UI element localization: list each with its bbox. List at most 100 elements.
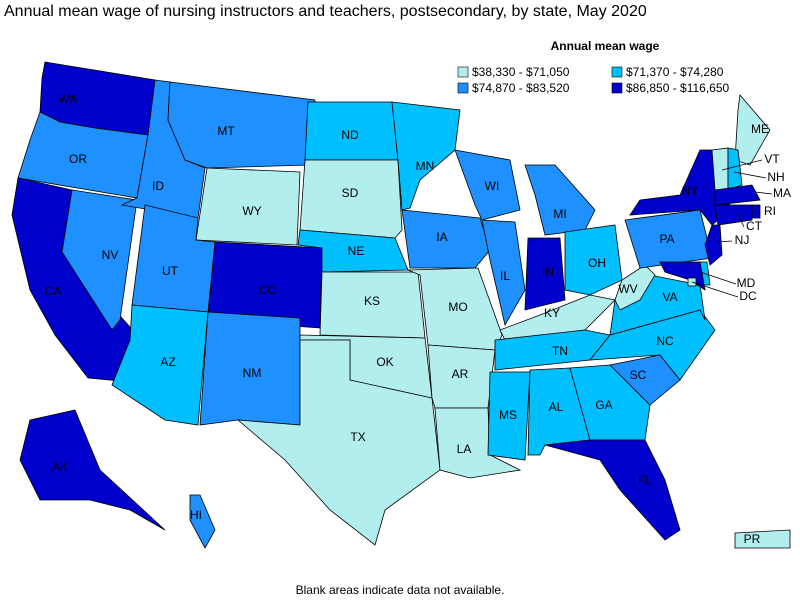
leader-line [691, 281, 739, 298]
state [564, 224, 623, 296]
state-label: WA [59, 92, 78, 106]
map-title: Annual mean wage of nursing instructors … [4, 3, 647, 20]
state [659, 261, 706, 291]
state [299, 159, 403, 239]
state-label: FL [638, 473, 652, 487]
state-label: MT [217, 124, 235, 138]
state-label: IL [500, 269, 510, 283]
state-label: VT [764, 152, 780, 166]
state-label: CO [259, 283, 277, 297]
state [195, 167, 301, 246]
state [167, 81, 316, 169]
state [434, 407, 522, 479]
states [11, 61, 791, 549]
state [714, 184, 761, 206]
state-label: RI [764, 204, 776, 218]
state [454, 149, 521, 221]
state-label: TX [350, 430, 365, 444]
legend-swatch [611, 82, 623, 94]
state-label: SD [342, 186, 359, 200]
state [189, 494, 216, 549]
state [569, 364, 651, 441]
leader-line [733, 171, 767, 179]
state-label: ID [152, 179, 164, 193]
legend-swatch [611, 66, 623, 78]
state-label: MA [773, 186, 791, 200]
state-label: CA [45, 284, 62, 298]
state [734, 529, 791, 549]
state [401, 209, 491, 269]
state [751, 204, 761, 219]
legend-label: $86,850 - $116,650 [626, 81, 730, 95]
state-label: KY [544, 306, 560, 320]
state [704, 224, 723, 266]
state-label: MD [737, 276, 756, 290]
state [236, 339, 441, 546]
state-labels: WA OR CA NV ID MT WY UT CO AZ NM ND SD NE KS OK TX MN IA MO… [45, 92, 791, 546]
state-label: AK [52, 460, 68, 474]
state [714, 204, 753, 226]
state-label: WV [618, 282, 637, 296]
state-label: MN [416, 159, 435, 173]
state [524, 237, 566, 311]
legend: $38,330 - $71,050 $71,370 - $74,280 $74,87… [457, 65, 730, 95]
state-label: SC [630, 368, 647, 382]
leader-line [754, 191, 773, 195]
leader-line [716, 240, 733, 243]
state-label: WI [485, 179, 500, 193]
state [524, 164, 596, 236]
state-label: LA [457, 442, 472, 456]
state-label: AR [452, 367, 469, 381]
state-label: NE [348, 244, 365, 258]
leader-line [737, 213, 745, 228]
legend-label: $71,370 - $74,280 [626, 65, 724, 79]
state [544, 439, 681, 541]
state [727, 147, 743, 191]
state-label: NY [682, 184, 699, 198]
state-label: MI [553, 207, 566, 221]
state [734, 94, 771, 166]
state-label: NJ [735, 233, 750, 247]
state-label: UT [162, 264, 179, 278]
state-label: KS [364, 294, 380, 308]
state-label: DC [739, 289, 757, 303]
state-label: AL [549, 400, 564, 414]
state [481, 219, 526, 327]
state-label: HI [190, 508, 202, 522]
state-label: MO [448, 300, 467, 314]
state-label: IA [436, 230, 447, 244]
legend-swatch [457, 82, 469, 94]
state [487, 371, 531, 461]
state-label: NV [102, 248, 119, 262]
state [614, 264, 656, 311]
legend-label: $74,870 - $83,520 [472, 81, 570, 95]
state [61, 189, 138, 331]
state-label: ME [751, 122, 769, 136]
state-label: CT [746, 219, 763, 233]
legend-title: Annual mean wage [551, 39, 660, 53]
legend-label: $38,330 - $71,050 [472, 65, 570, 79]
state-label: OK [376, 355, 393, 369]
state-label: OH [588, 256, 606, 270]
state-label: VA [662, 290, 677, 304]
state-label: TN [552, 344, 568, 358]
legend-swatch [457, 66, 469, 78]
state [19, 409, 166, 531]
footnote: Blank areas indicate data not available. [296, 583, 505, 597]
state-label: NC [656, 334, 674, 348]
state-label: IN [542, 265, 554, 279]
state-label: AZ [160, 355, 175, 369]
leader-line [721, 159, 763, 171]
state [391, 101, 461, 211]
state-label: MS [499, 408, 517, 422]
state-label: PR [744, 532, 761, 546]
leader-line [699, 271, 737, 285]
state-label: PA [659, 232, 674, 246]
state-label: NM [243, 366, 262, 380]
state-label: OR [69, 152, 87, 166]
state-label: NH [767, 170, 784, 184]
state-label: GA [595, 398, 612, 412]
state-label: ND [341, 128, 359, 142]
state-label: WY [242, 204, 261, 218]
